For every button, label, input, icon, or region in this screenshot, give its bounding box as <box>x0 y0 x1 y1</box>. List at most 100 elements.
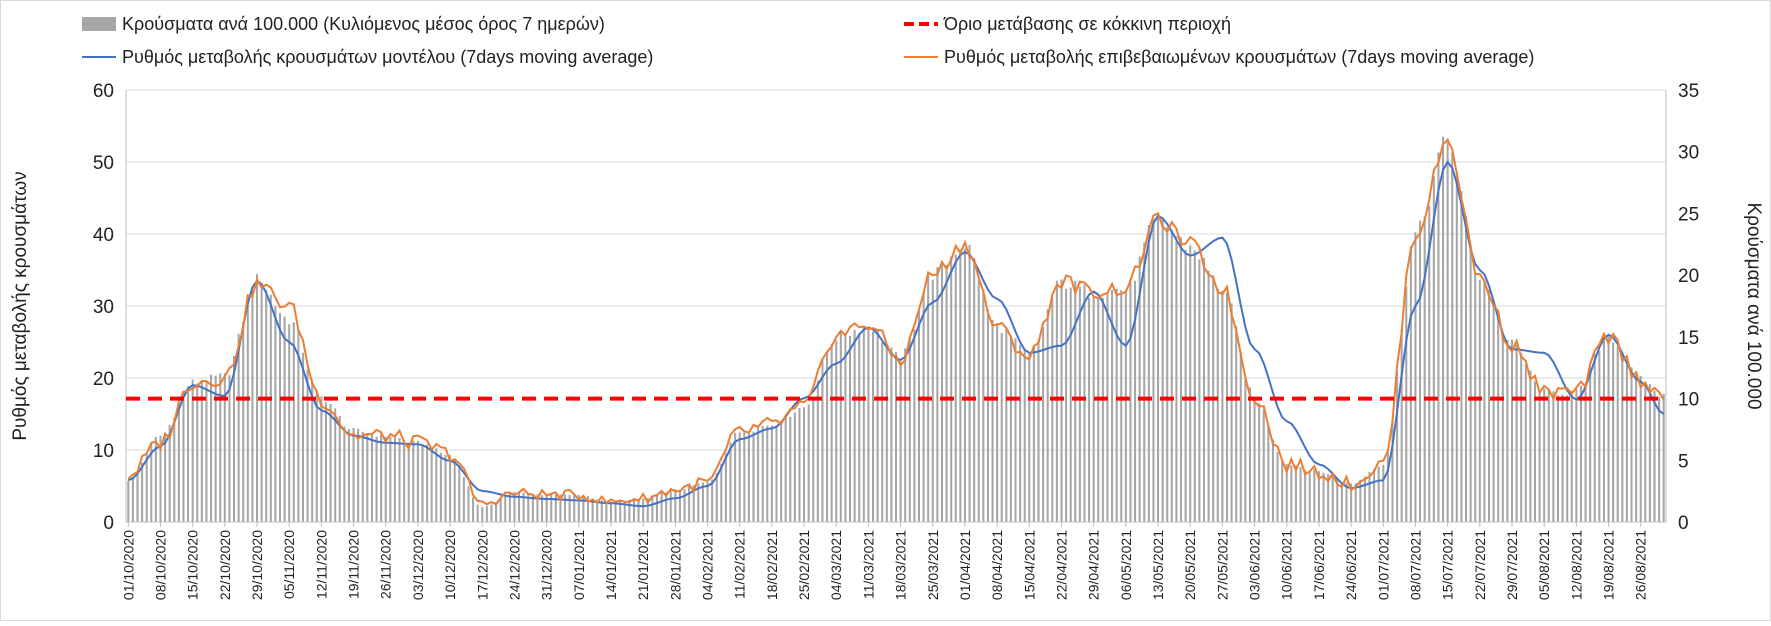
bar <box>986 309 989 522</box>
legend: Κρούσματα ανά 100.000 (Κυλιόμενος μέσος … <box>82 14 1534 67</box>
bar <box>214 375 217 522</box>
bar <box>1442 136 1445 522</box>
bar <box>757 427 760 522</box>
bar <box>306 368 309 522</box>
bar <box>435 448 438 522</box>
bar <box>1570 390 1573 522</box>
bar <box>830 343 833 522</box>
bar <box>1382 464 1385 522</box>
bar <box>1377 466 1380 522</box>
bar <box>453 458 456 522</box>
bar <box>683 489 686 522</box>
x-tick-label: 11/02/2021 <box>732 530 748 599</box>
bar <box>1000 332 1003 522</box>
bar <box>1175 236 1178 522</box>
bar <box>1607 336 1610 522</box>
x-tick-label: 01/07/2021 <box>1375 530 1391 600</box>
bar <box>223 373 226 522</box>
bar <box>697 483 700 522</box>
bar <box>655 494 658 522</box>
bar <box>1336 479 1339 522</box>
x-tick-label: 31/12/2020 <box>539 530 555 600</box>
bar <box>660 492 663 522</box>
legend-confirmed-label: Ρυθμός μεταβολής επιβεβαιωμένων κρουσμάτ… <box>944 47 1534 67</box>
bar <box>1313 469 1316 522</box>
right-tick-label: 30 <box>1678 143 1699 164</box>
left-tick-label: 10 <box>93 441 114 462</box>
bar <box>747 433 750 522</box>
bar <box>375 436 378 522</box>
bar <box>812 396 815 522</box>
x-tick-label: 06/05/2021 <box>1118 530 1134 600</box>
bar <box>1134 280 1137 522</box>
bar <box>1662 393 1665 522</box>
bar <box>1658 396 1661 522</box>
bar <box>472 497 475 522</box>
x-tick-label: 20/05/2021 <box>1182 530 1198 600</box>
bar <box>582 495 585 522</box>
bar <box>1285 463 1288 522</box>
bar <box>586 496 590 522</box>
bar <box>1373 469 1376 522</box>
bar <box>637 498 640 522</box>
bar <box>761 425 764 522</box>
bar <box>1235 326 1238 522</box>
bar <box>361 431 364 522</box>
bar <box>131 476 134 522</box>
bar <box>839 330 842 522</box>
bar <box>1566 395 1569 522</box>
bar <box>1556 395 1560 522</box>
bar <box>738 432 741 522</box>
bar <box>444 455 447 522</box>
bar <box>559 494 562 522</box>
bar <box>173 417 176 522</box>
x-tick-label: 22/10/2020 <box>217 530 233 600</box>
bar <box>1111 289 1114 522</box>
bar <box>867 327 870 522</box>
bar <box>628 499 631 522</box>
bar <box>1253 396 1256 522</box>
right-tick-label: 10 <box>1678 390 1699 411</box>
bar <box>614 501 617 522</box>
x-tick-label: 22/04/2021 <box>1053 530 1069 600</box>
bar <box>1032 347 1035 522</box>
bar <box>881 341 884 522</box>
x-tick-label: 15/10/2020 <box>185 530 201 600</box>
bar <box>1120 290 1123 522</box>
bar <box>219 373 222 522</box>
bar <box>1028 351 1031 522</box>
confirmed-rate-line <box>127 138 1665 506</box>
left-tick-label: 50 <box>93 153 114 174</box>
bar <box>1124 289 1127 522</box>
x-tick-label: 18/02/2021 <box>764 530 780 600</box>
bar <box>605 502 608 522</box>
bar <box>646 497 649 522</box>
x-tick-label: 07/01/2021 <box>571 530 587 600</box>
bar <box>384 436 387 522</box>
bar <box>973 257 976 522</box>
bar <box>1143 242 1146 522</box>
bar <box>232 356 236 522</box>
bar <box>706 481 709 522</box>
bar <box>490 504 493 522</box>
bar <box>1078 286 1081 522</box>
bar <box>871 331 875 522</box>
bar <box>862 326 865 522</box>
bar <box>338 416 341 522</box>
bar <box>1198 259 1201 522</box>
bar <box>1290 465 1293 522</box>
bar <box>1317 471 1320 522</box>
bar <box>573 494 576 522</box>
bar <box>412 440 415 522</box>
bar <box>1294 465 1297 522</box>
bar <box>1584 382 1587 522</box>
bar <box>311 379 314 522</box>
bar-series <box>127 136 1665 523</box>
line-series <box>127 138 1665 508</box>
left-tick-label: 40 <box>93 225 114 246</box>
bar <box>274 305 277 522</box>
bar <box>1023 349 1026 522</box>
bar <box>715 473 718 522</box>
x-tick-label: 08/10/2020 <box>152 530 168 600</box>
